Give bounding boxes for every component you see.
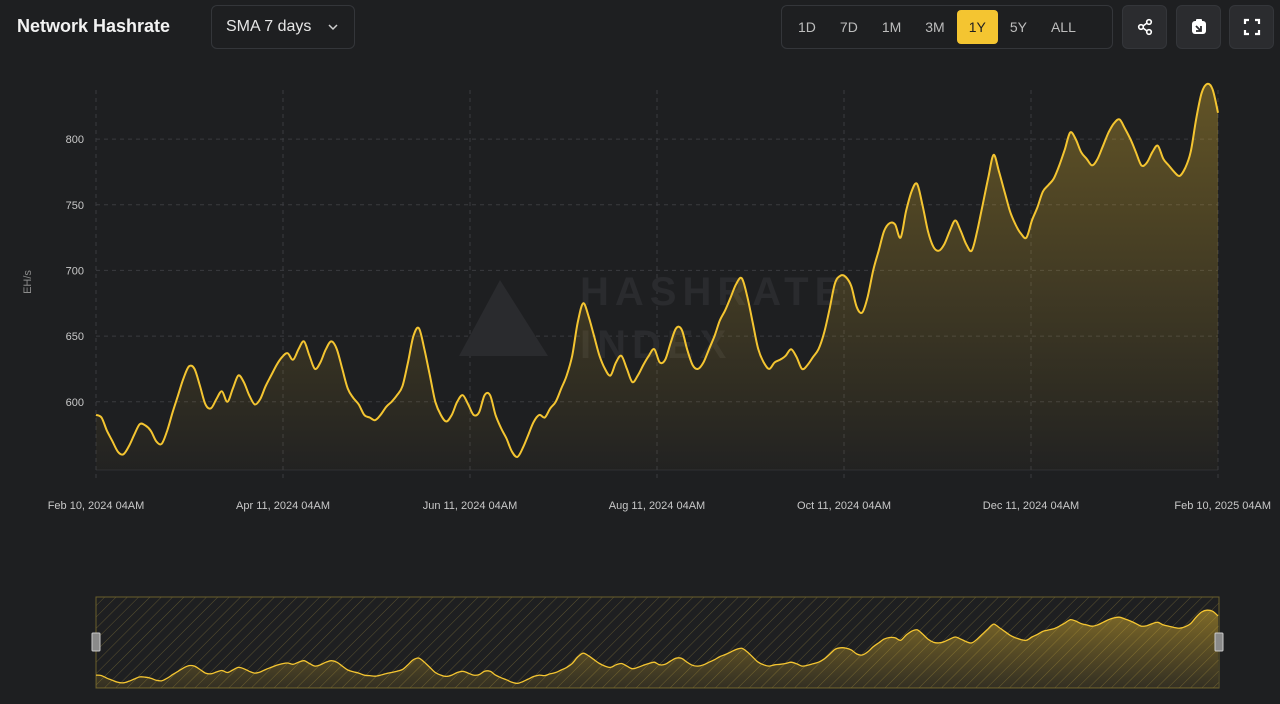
y-tick-label: 700 xyxy=(66,265,84,277)
navigator-right-handle[interactable] xyxy=(1214,632,1224,652)
y-axis-label: EH/s xyxy=(22,270,34,294)
fullscreen-icon xyxy=(1243,18,1260,36)
y-axis: 600 650 700 750 800 xyxy=(66,134,84,409)
x-tick-label: Aug 11, 2024 04AM xyxy=(609,500,705,512)
hashrate-area xyxy=(96,83,1218,471)
page-title: Network Hashrate xyxy=(17,16,171,36)
watermark: HASHRATE INDEX xyxy=(459,270,847,367)
share-button[interactable] xyxy=(1122,5,1167,49)
chevron-down-icon xyxy=(328,24,338,31)
range-button-all[interactable]: ALL xyxy=(1050,19,1076,35)
range-navigator[interactable] xyxy=(91,596,1224,689)
range-button-3m[interactable]: 3M xyxy=(925,19,945,35)
y-tick-label: 650 xyxy=(66,331,84,343)
x-tick-label: Dec 11, 2024 04AM xyxy=(983,500,1079,512)
x-tick-label: Feb 10, 2025 04AM xyxy=(1174,500,1271,512)
time-range-selector: 1D 7D 1M 3M 1Y 5Y ALL xyxy=(781,5,1113,49)
navigator-left-handle[interactable] xyxy=(91,632,101,652)
range-button-1d[interactable]: 1D xyxy=(798,19,816,35)
watermark-logo-icon xyxy=(459,280,548,356)
range-button-1y[interactable]: 1Y xyxy=(956,10,998,44)
hashrate-line xyxy=(95,82,1219,458)
fullscreen-button[interactable] xyxy=(1229,5,1274,49)
share-icon xyxy=(1137,18,1152,36)
sma-period-label: SMA 7 days xyxy=(226,18,312,35)
navigator-line xyxy=(95,609,1219,685)
range-button-1m[interactable]: 1M xyxy=(881,19,902,35)
x-tick-label: Feb 10, 2024 04AM xyxy=(48,500,145,512)
range-button-7d[interactable]: 7D xyxy=(839,19,858,35)
watermark-text-line1: HASHRATE xyxy=(580,270,847,314)
navigator-area xyxy=(96,610,1218,688)
download-image-icon xyxy=(1191,19,1206,34)
sma-period-dropdown[interactable]: SMA 7 days xyxy=(211,5,355,49)
x-tick-label: Apr 11, 2024 04AM xyxy=(236,500,330,512)
x-tick-label: Oct 11, 2024 04AM xyxy=(797,500,891,512)
x-axis: Feb 10, 2024 04AM Apr 11, 2024 04AM Jun 11… xyxy=(48,500,1271,512)
y-tick-label: 800 xyxy=(66,134,84,146)
x-tick-label: Jun 11, 2024 04AM xyxy=(423,500,518,512)
download-image-button[interactable] xyxy=(1176,5,1221,49)
y-tick-label: 600 xyxy=(66,397,84,409)
range-button-5y[interactable]: 5Y xyxy=(1009,19,1027,35)
y-tick-label: 750 xyxy=(66,200,84,212)
